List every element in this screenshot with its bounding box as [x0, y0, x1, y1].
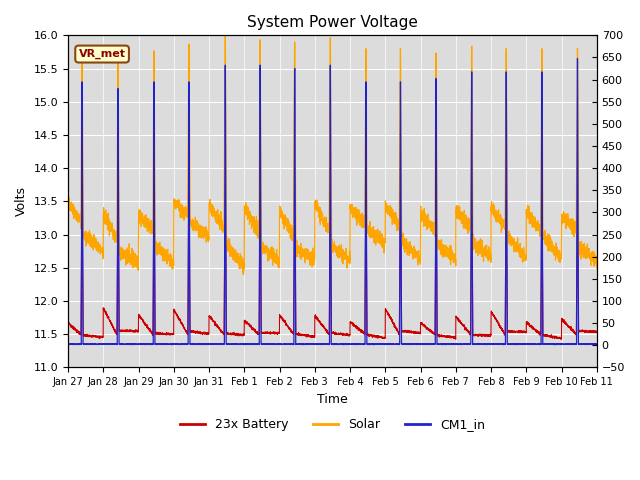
CM1_in: [451, 341, 459, 347]
Solar: [481, 246, 489, 252]
CM1_in: [481, 342, 488, 348]
Text: VR_met: VR_met: [79, 49, 125, 59]
23x Battery: [64, 320, 72, 326]
23x Battery: [481, 333, 489, 338]
Line: 23x Battery: 23x Battery: [68, 175, 596, 339]
CM1_in: [313, 341, 321, 347]
Solar: [313, 204, 321, 210]
CM1_in: [64, 341, 72, 347]
Solar: [64, 200, 72, 205]
23x Battery: [256, 172, 264, 178]
Title: System Power Voltage: System Power Voltage: [247, 15, 418, 30]
CM1_in: [168, 342, 175, 348]
Solar: [221, 33, 229, 38]
23x Battery: [593, 328, 600, 334]
Solar: [159, 255, 167, 261]
CM1_in: [593, 341, 600, 347]
CM1_in: [159, 341, 167, 347]
CM1_in: [422, 341, 429, 347]
Legend: 23x Battery, Solar, CM1_in: 23x Battery, Solar, CM1_in: [175, 413, 490, 436]
Solar: [239, 272, 247, 277]
23x Battery: [313, 316, 321, 322]
23x Battery: [422, 323, 429, 328]
Line: CM1_in: CM1_in: [68, 59, 596, 345]
23x Battery: [451, 335, 459, 340]
23x Battery: [593, 328, 600, 334]
Solar: [451, 251, 459, 257]
Solar: [422, 221, 429, 227]
23x Battery: [452, 336, 460, 342]
Y-axis label: Volts: Volts: [15, 186, 28, 216]
23x Battery: [159, 331, 167, 337]
CM1_in: [573, 56, 581, 61]
CM1_in: [593, 341, 600, 347]
Line: Solar: Solar: [68, 36, 596, 275]
X-axis label: Time: Time: [317, 393, 348, 406]
Solar: [593, 265, 600, 271]
Solar: [593, 262, 600, 267]
